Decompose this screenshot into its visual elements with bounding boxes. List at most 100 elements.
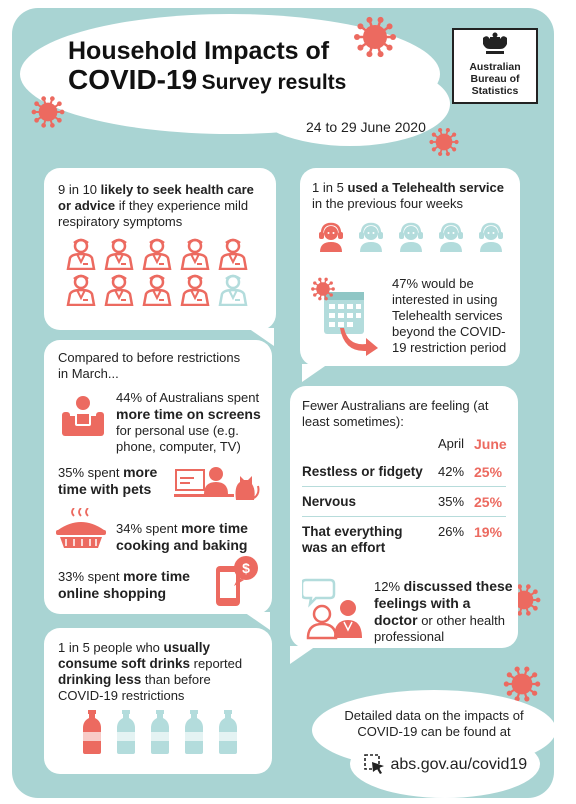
shopping-text: 33% spent more time online shopping (58, 568, 208, 602)
title-cloud-lobe (250, 62, 450, 146)
bottle-icon (219, 710, 237, 754)
discuss-bold: discussed these feelings with a doctor (374, 578, 513, 628)
feelings-card-tail (290, 646, 316, 664)
logo-line-1: Australian (469, 61, 521, 73)
screens-text: 44% of Australians spent more time on sc… (116, 390, 266, 455)
telehealth-rest: in the previous four weeks (312, 196, 464, 211)
health-worker-icon (104, 274, 134, 306)
person-on-screen-icon (62, 396, 104, 436)
drinks-post: than before COVID-19 restrictions (58, 672, 211, 703)
cooking-bold: more time cooking and baking (116, 520, 248, 553)
feeling-row-1-june: 25% (474, 464, 503, 480)
virus-icon (311, 277, 335, 301)
footer-cloud-lobe (350, 730, 540, 798)
health-worker-icon (180, 238, 210, 270)
title-line-1: Household Impacts of (68, 37, 330, 65)
drinks-pre: 1 in 5 people who (58, 640, 160, 655)
cooking-text: 34% spent more time cooking and baking (116, 520, 266, 554)
health-worker-icon (66, 238, 96, 270)
logo-line-2: Bureau of (470, 73, 520, 85)
headset-person-icon (359, 222, 383, 252)
headset-person-icon (399, 222, 423, 252)
footer-text: Detailed data on the impacts of COVID-19… (344, 708, 524, 739)
drinks-bold-1: usually consume soft drinks (58, 640, 211, 671)
health-worker-icon (66, 274, 96, 306)
bottle-icon (117, 710, 135, 754)
telehealth-card-tail (302, 364, 328, 382)
svg-text:$: $ (242, 560, 250, 576)
bottle-icon (151, 710, 169, 754)
drinks-text: 1 in 5 people who usually consume soft d… (58, 640, 258, 704)
shopping-pre: 33% spent (58, 569, 120, 584)
feeling-row-3-april: 26% (438, 524, 465, 539)
title-survey: Survey results (201, 71, 347, 94)
feeling-row-2-april: 35% (438, 494, 465, 509)
health-worker-icon (142, 238, 172, 270)
telehealth-bold: used a Telehealth service (347, 180, 504, 195)
col-june: June (474, 436, 507, 452)
title-line-2: COVID-19 Survey results (68, 64, 346, 96)
healthcare-text: 9 in 10 likely to seek health care or ad… (58, 182, 268, 230)
discuss-post: or other health professional (374, 613, 506, 644)
screens-pre: 44% of Australians spent (116, 390, 260, 405)
doctor-patient-icon (302, 578, 362, 640)
headset-person-icon (439, 222, 463, 252)
health-worker-icon (180, 274, 210, 306)
feeling-row-3-june: 19% (474, 524, 503, 540)
feeling-row-3-label: That everything was an effort (302, 524, 403, 555)
restrictions-intro: Compared to before restrictions in March… (58, 350, 241, 381)
headset-person-icon (319, 222, 343, 252)
health-worker-icon (104, 238, 134, 270)
screens-bold: more time on screens (116, 406, 261, 422)
drinks-card: 1 in 5 people who usually consume soft d… (44, 628, 272, 774)
bottle-icon (83, 710, 101, 754)
healthcare-bold: likely to seek health care or advice (58, 182, 254, 213)
calendar-arrow-icon (324, 292, 378, 356)
feeling-separator (302, 486, 506, 487)
virus-icon (429, 128, 459, 156)
feeling-row-2-june: 25% (474, 494, 503, 510)
telehealth-interest-text: 47% would be interested in using Telehea… (392, 276, 507, 355)
pie-baking-icon (56, 508, 106, 548)
telehealth-card: 1 in 5 used a Telehealth service in the … (300, 168, 520, 366)
health-worker-icon (142, 274, 172, 306)
feeling-separator (302, 516, 506, 517)
telehealth-text: 1 in 5 used a Telehealth service in the … (312, 180, 514, 212)
feeling-row-1-april: 42% (438, 464, 465, 479)
health-worker-icon (218, 238, 248, 270)
phone-dollar-icon: $ (216, 556, 258, 606)
bottle-icon (185, 710, 203, 754)
pets-text: 35% spent more time with pets (58, 464, 178, 498)
title-covid: COVID-19 (68, 64, 198, 95)
health-worker-icon (218, 274, 248, 306)
healthcare-rest: if they experience mild respiratory symp… (58, 198, 249, 229)
coat-of-arms-icon (483, 32, 507, 54)
footer-link-text[interactable]: abs.gov.au/covid19 (390, 756, 528, 773)
person-with-cat-icon (174, 467, 260, 500)
discuss-pre: 12% (374, 579, 401, 594)
feeling-row-1-label: Restless or fidgety (302, 464, 423, 479)
abs-logo: Australian Bureau of Statistics (452, 28, 538, 104)
feelings-card: Fewer Australians are feeling (at least … (290, 386, 518, 648)
col-april: April (438, 436, 465, 451)
drinks-bold-2: drinking less (58, 672, 142, 687)
cooking-pre: 34% spent (116, 521, 178, 536)
feelings-intro: Fewer Australians are feeling (at least … (302, 398, 489, 429)
virus-icon (503, 666, 541, 702)
discuss-text: 12% discussed these feelings with a doct… (374, 578, 514, 645)
logo-line-3: Statistics (471, 85, 519, 97)
pets-bold: more time with pets (58, 464, 158, 497)
restrictions-card-tail (244, 612, 270, 630)
drinks-mid: reported (193, 656, 243, 671)
virus-icon (31, 96, 65, 128)
pets-pre: 35% spent (58, 465, 120, 480)
screens-post: for personal use (e.g. phone, computer, … (116, 423, 241, 454)
telehealth-lead: 1 in 5 (312, 180, 344, 195)
footer-link[interactable]: abs.gov.au/covid19 (364, 754, 540, 780)
cursor-click-icon (364, 754, 384, 774)
survey-date: 24 to 29 June 2020 (306, 119, 426, 135)
restrictions-card: Compared to before restrictions in March… (44, 340, 272, 614)
feeling-row-2-label: Nervous (302, 494, 357, 509)
healthcare-card: 9 in 10 likely to seek health care or ad… (44, 168, 276, 330)
virus-icon (354, 16, 396, 58)
